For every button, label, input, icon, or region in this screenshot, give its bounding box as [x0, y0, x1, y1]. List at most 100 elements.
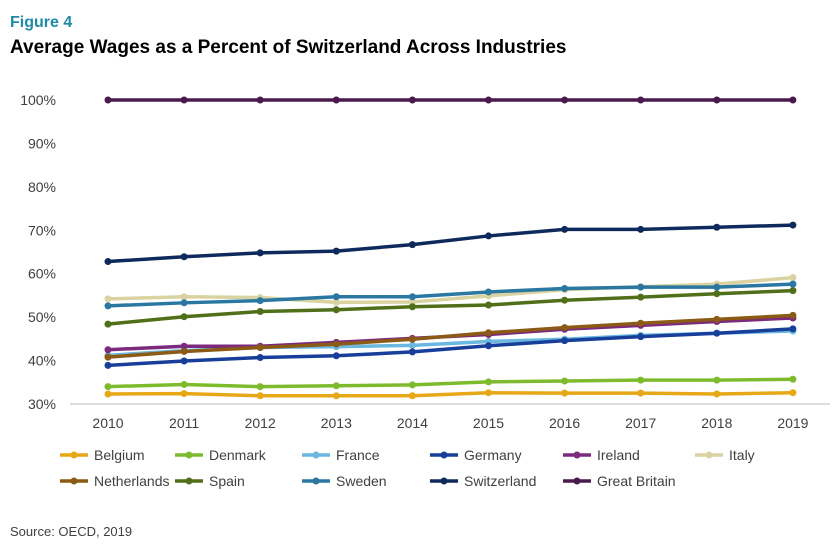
data-point	[332, 382, 340, 390]
data-point	[332, 96, 340, 104]
x-tick-label: 2015	[473, 415, 504, 431]
data-point	[713, 376, 721, 384]
legend-item: Netherlands	[60, 473, 170, 489]
data-point	[713, 223, 721, 231]
data-point	[256, 307, 264, 315]
data-point	[485, 342, 492, 350]
data-point	[485, 288, 492, 296]
series-line-netherlands	[106, 313, 795, 359]
data-point	[256, 96, 264, 104]
data-point	[485, 329, 492, 337]
data-point	[256, 297, 264, 305]
legend-swatch-marker	[70, 477, 78, 485]
data-point	[104, 390, 112, 398]
data-point	[332, 298, 340, 306]
data-point	[180, 347, 188, 355]
y-tick-label: 60%	[28, 266, 56, 282]
x-tick-label: 2014	[397, 415, 428, 431]
legend-item: Ireland	[563, 447, 640, 463]
data-point	[104, 258, 112, 266]
data-point	[180, 299, 188, 307]
data-point	[789, 274, 797, 282]
data-point	[485, 96, 492, 104]
legend-item: Germany	[430, 447, 522, 463]
data-point	[561, 377, 569, 385]
data-point	[256, 354, 264, 362]
data-point	[180, 390, 188, 398]
data-point	[104, 361, 112, 369]
legend-label: Spain	[209, 473, 245, 489]
data-point	[637, 376, 645, 384]
data-point	[332, 352, 340, 360]
y-tick-label: 100%	[20, 92, 56, 108]
legend: Belgium Denmark France Germany Ireland Italy N…	[60, 447, 755, 489]
data-point	[104, 320, 112, 328]
data-point	[408, 348, 416, 356]
data-point	[408, 293, 416, 301]
data-point	[104, 353, 112, 361]
legend-item: Denmark	[175, 447, 267, 463]
data-point	[332, 247, 340, 255]
legend-swatch-marker	[440, 451, 448, 459]
legend-label: Ireland	[597, 447, 640, 463]
data-point	[332, 293, 340, 301]
legend-item: Sweden	[302, 473, 387, 489]
legend-label: Denmark	[209, 447, 267, 463]
data-point	[180, 380, 188, 388]
legend-item: Switzerland	[430, 473, 536, 489]
legend-swatch-marker	[70, 451, 78, 459]
data-point	[408, 335, 416, 343]
data-point	[789, 325, 797, 333]
data-point	[713, 329, 721, 337]
legend-label: Switzerland	[464, 473, 536, 489]
data-point	[561, 284, 569, 292]
data-point	[485, 232, 492, 240]
legend-swatch-marker	[573, 477, 581, 485]
y-tick-label: 40%	[28, 353, 56, 369]
data-point	[180, 96, 188, 104]
legend-label: Sweden	[336, 473, 387, 489]
series-line-denmark	[106, 377, 795, 389]
legend-item: Italy	[695, 447, 755, 463]
data-point	[789, 389, 797, 397]
data-point	[408, 241, 416, 249]
legend-swatch-marker	[185, 451, 193, 459]
data-point	[408, 303, 416, 311]
data-point	[637, 333, 645, 341]
data-point	[637, 293, 645, 301]
data-point	[561, 225, 569, 233]
data-point	[789, 375, 797, 383]
data-point	[713, 390, 721, 398]
data-point	[332, 306, 340, 314]
legend-label: Germany	[464, 447, 522, 463]
legend-label: Italy	[729, 447, 755, 463]
data-point	[713, 290, 721, 298]
data-point	[561, 324, 569, 332]
x-tick-label: 2012	[245, 415, 276, 431]
data-point	[713, 283, 721, 291]
data-point	[256, 392, 264, 400]
data-point	[104, 96, 112, 104]
legend-label: Belgium	[94, 447, 145, 463]
source-note: Source: OECD, 2019	[10, 524, 133, 539]
series-group	[104, 96, 797, 400]
data-point	[637, 225, 645, 233]
data-point	[256, 344, 264, 352]
data-point	[180, 293, 188, 301]
data-point	[637, 389, 645, 397]
data-point	[485, 389, 492, 397]
x-tick-label: 2016	[549, 415, 580, 431]
data-point	[561, 337, 569, 345]
data-point	[561, 389, 569, 397]
data-point	[256, 249, 264, 257]
legend-label: Great Britain	[597, 473, 676, 489]
legend-item: France	[302, 447, 380, 463]
series-line-italy	[106, 275, 795, 305]
y-tick-label: 70%	[28, 222, 56, 238]
data-point	[104, 295, 112, 303]
data-point	[789, 311, 797, 319]
series-line-switzerland	[106, 223, 795, 264]
data-point	[104, 346, 112, 354]
data-point	[332, 392, 340, 400]
legend-swatch-marker	[185, 477, 193, 485]
